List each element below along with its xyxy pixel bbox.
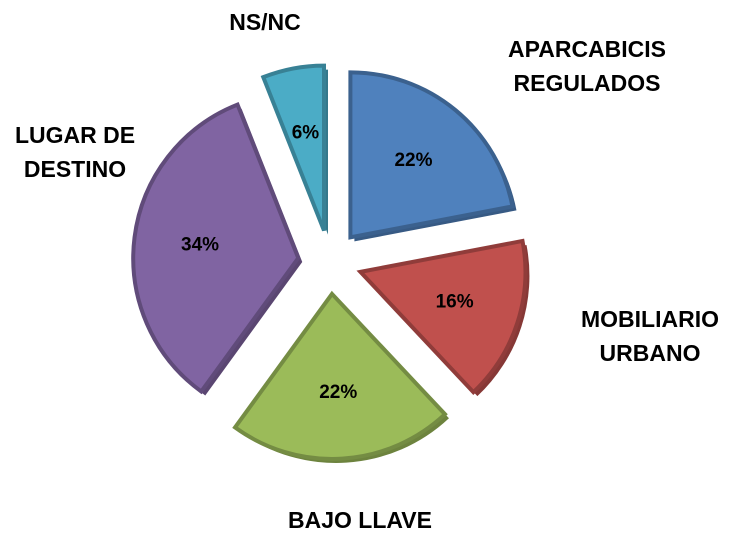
pie-value-label: 16% xyxy=(436,291,474,312)
pie-slice xyxy=(348,70,515,240)
pie-value-label: 6% xyxy=(292,122,320,143)
pie-value-label: 22% xyxy=(319,382,357,403)
category-label: LUGAR DE DESTINO xyxy=(14,122,136,182)
pie-slice xyxy=(131,101,301,395)
pie-slice xyxy=(260,63,327,232)
category-label: NS/NC xyxy=(229,9,301,35)
category-label: BAJO LLAVE xyxy=(288,507,432,533)
pie-value-label: 34% xyxy=(181,235,219,256)
pie-slice xyxy=(356,238,528,395)
pie-value-label: 22% xyxy=(394,150,432,171)
category-label: MOBILIARIO URBANO xyxy=(581,306,719,366)
pie-slice xyxy=(232,290,448,461)
category-label: APARCABICIS REGULADOS xyxy=(507,36,667,96)
